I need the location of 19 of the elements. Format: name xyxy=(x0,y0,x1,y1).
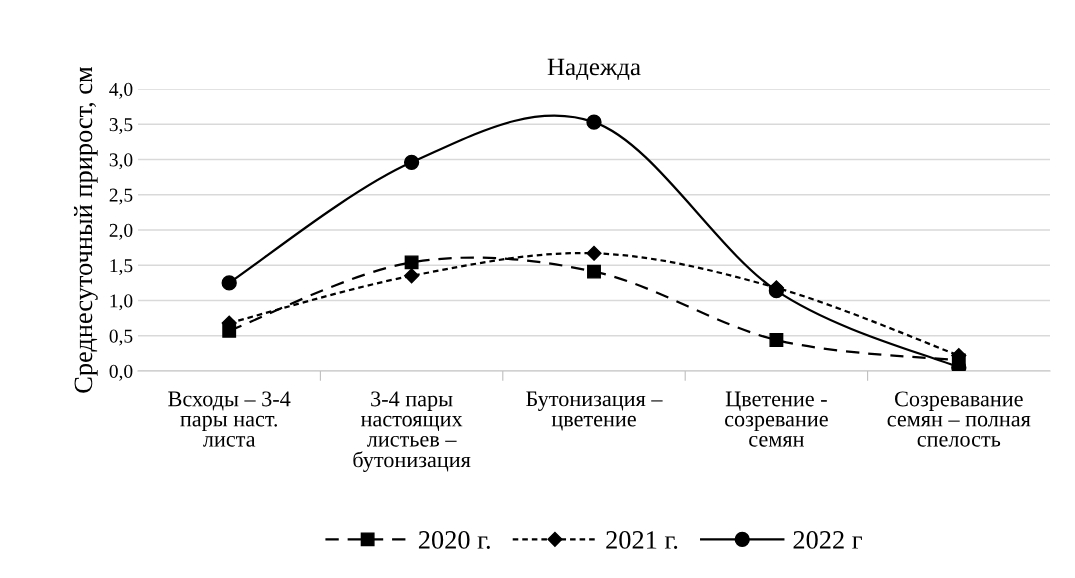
y-axis-title: Среднесуточный прирост, см xyxy=(73,66,98,393)
y-tick-label: 0,5 xyxy=(109,329,133,346)
chart-title: Надежда xyxy=(547,58,641,80)
x-tick-label: Цветение - созревание семян xyxy=(725,391,828,447)
y-tick-label: 3,5 xyxy=(109,118,133,134)
y-tick-label: 3,0 xyxy=(109,153,133,170)
y-tick-label: 2,5 xyxy=(109,188,133,205)
y-tick-label: 2,0 xyxy=(109,223,133,240)
x-tick-label: Бутонизация – цветение xyxy=(526,391,663,431)
y-tick-label: 1,5 xyxy=(110,259,133,275)
y-tick-label: 4,0 xyxy=(109,82,133,99)
x-tick-label: Созревавание семян – полная спелость xyxy=(887,391,1031,447)
legend-label: 2021 г. xyxy=(606,531,678,549)
y-tick-label: 1,0 xyxy=(110,294,133,311)
y-tick-label: 0,0 xyxy=(109,364,133,381)
legend-label: 2020 г. xyxy=(418,531,490,549)
x-tick-label: 3-4 пары настоящих листьев – бутонизация xyxy=(353,391,471,472)
legend-label: 2022 г xyxy=(793,531,862,549)
x-tick-label: Всходы – 3-4 пары наст. листа xyxy=(168,391,291,447)
